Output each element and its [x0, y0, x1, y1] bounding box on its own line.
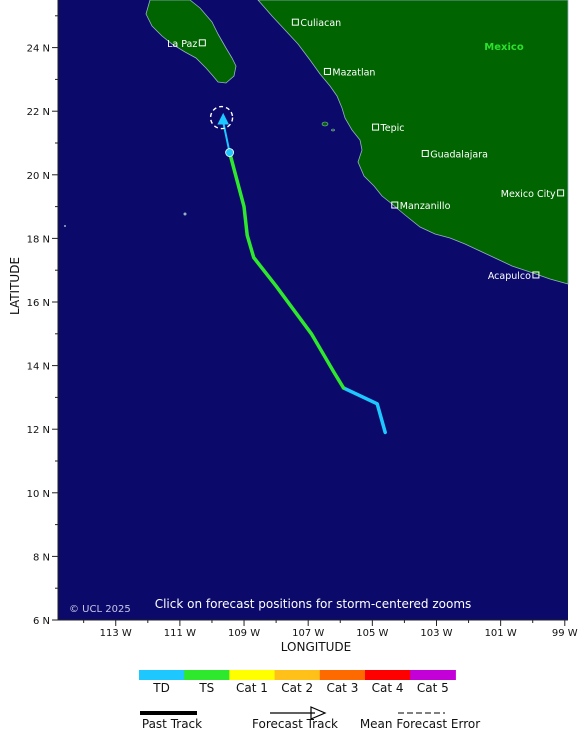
lat-tick-label: 18 N [27, 234, 50, 245]
past-track-td-segment [341, 386, 387, 435]
lon-tick-label: 113 W [100, 628, 132, 639]
legend-swatch-cat-5 [410, 670, 456, 680]
lat-tick-label: 6 N [33, 616, 50, 627]
city-label: Mexico City [501, 189, 556, 200]
legend-label: TS [198, 681, 214, 695]
legend-label: Cat 5 [417, 681, 449, 695]
city-culiacan[interactable]: Culiacan [291, 18, 341, 29]
lat-tick-label: 24 N [27, 44, 50, 55]
city-label: Tepic [380, 123, 405, 134]
x-axis-title: LONGITUDE [281, 640, 351, 654]
city-manzanillo[interactable]: Manzanillo [391, 201, 451, 212]
lon-tick-label: 107 W [292, 628, 324, 639]
past-track-ts-segment [227, 150, 346, 390]
axis-labels: 24 N 22 N 20 N 18 N 16 N 14 N 12 N 10 N 8 N 6 N 11… [27, 44, 578, 639]
legend-swatch-cat-1 [229, 670, 276, 680]
city-marker-icon [291, 18, 299, 26]
city-label: Culiacan [300, 18, 341, 29]
legend-swatch-ts [184, 670, 230, 680]
forecast-arrow-icon [310, 706, 327, 720]
city-marker-icon [532, 271, 540, 279]
city-label: La Paz [167, 39, 197, 50]
lon-tick-label: 103 W [420, 628, 452, 639]
city-marker-icon [198, 39, 206, 47]
city-acapulco[interactable]: Acapulco [488, 271, 540, 282]
forecast-arrow-icon [217, 112, 229, 125]
legend-label: TD [152, 681, 170, 695]
city-mexico-city[interactable]: Mexico City [501, 189, 565, 200]
city-guadalajara[interactable]: Guadalajara [421, 149, 488, 160]
legend-label: Cat 1 [236, 681, 268, 695]
zoom-instruction: Click on forecast positions for storm-ce… [155, 597, 472, 611]
legend-label: Cat 4 [372, 681, 404, 695]
island [64, 225, 66, 227]
city-mazatlan[interactable]: Mazatlan [323, 67, 375, 78]
city-marker-icon [421, 149, 429, 157]
lat-tick-label: 16 N [27, 298, 50, 309]
current-position-marker[interactable] [225, 148, 235, 157]
city-marker-icon [372, 123, 380, 131]
region-label-mexico: Mexico [484, 42, 524, 53]
lat-tick-label: 12 N [27, 425, 50, 436]
island [321, 121, 329, 127]
legend-swatch-cat-4 [365, 670, 411, 680]
lat-tick-label: 14 N [27, 362, 50, 373]
mainland-mexico-land [257, 0, 569, 285]
city-marker-icon [323, 67, 331, 75]
island [331, 128, 335, 132]
city-label: Mazatlan [332, 67, 375, 78]
lon-tick-label: 101 W [485, 628, 517, 639]
lon-tick-label: 109 W [228, 628, 260, 639]
lon-tick-label: 111 W [164, 628, 196, 639]
lon-tick-label: 105 W [356, 628, 388, 639]
baja-california-land [145, 0, 237, 84]
axis-ticks [52, 0, 568, 626]
city-label: Acapulco [488, 271, 531, 282]
mean-error-label: Mean Forecast Error [360, 717, 480, 731]
copyright-text: © UCL 2025 [69, 604, 131, 615]
legend-label: Cat 2 [281, 681, 313, 695]
forecast-error-circle[interactable] [209, 105, 234, 130]
category-legend: TD TS Cat 1 Cat 2 Cat 3 Cat 4 Cat 5 [139, 670, 456, 695]
forecast-track-label: Forecast Track [252, 717, 338, 731]
city-marker-icon [557, 189, 565, 197]
legend-label: Cat 3 [326, 681, 358, 695]
lat-tick-label: 22 N [27, 107, 50, 118]
lon-tick-label: 99 W [552, 628, 578, 639]
forecast-track-line [222, 121, 231, 153]
island [183, 212, 187, 216]
line-style-legend: Past Track Forecast Track Mean Forecast … [140, 706, 480, 731]
lat-tick-label: 8 N [33, 552, 50, 563]
legend-swatch-cat-3 [319, 670, 366, 680]
storm-track [209, 105, 387, 435]
city-tepic[interactable]: Tepic [372, 123, 405, 134]
city-label: Manzanillo [400, 201, 451, 212]
legend-swatch-td [139, 670, 185, 680]
city-label: Guadalajara [430, 149, 488, 160]
city-la-paz[interactable]: La Paz [167, 39, 206, 50]
city-markers: Culiacan La Paz Mazatlan Tepic Guadalajara Me… [167, 18, 565, 282]
legend-swatch-cat-2 [274, 670, 321, 680]
past-track-label: Past Track [142, 717, 202, 731]
city-marker-icon [391, 201, 399, 209]
y-axis-title: LATITUDE [8, 257, 22, 315]
lat-tick-label: 20 N [27, 171, 50, 182]
lat-tick-label: 10 N [27, 489, 50, 500]
